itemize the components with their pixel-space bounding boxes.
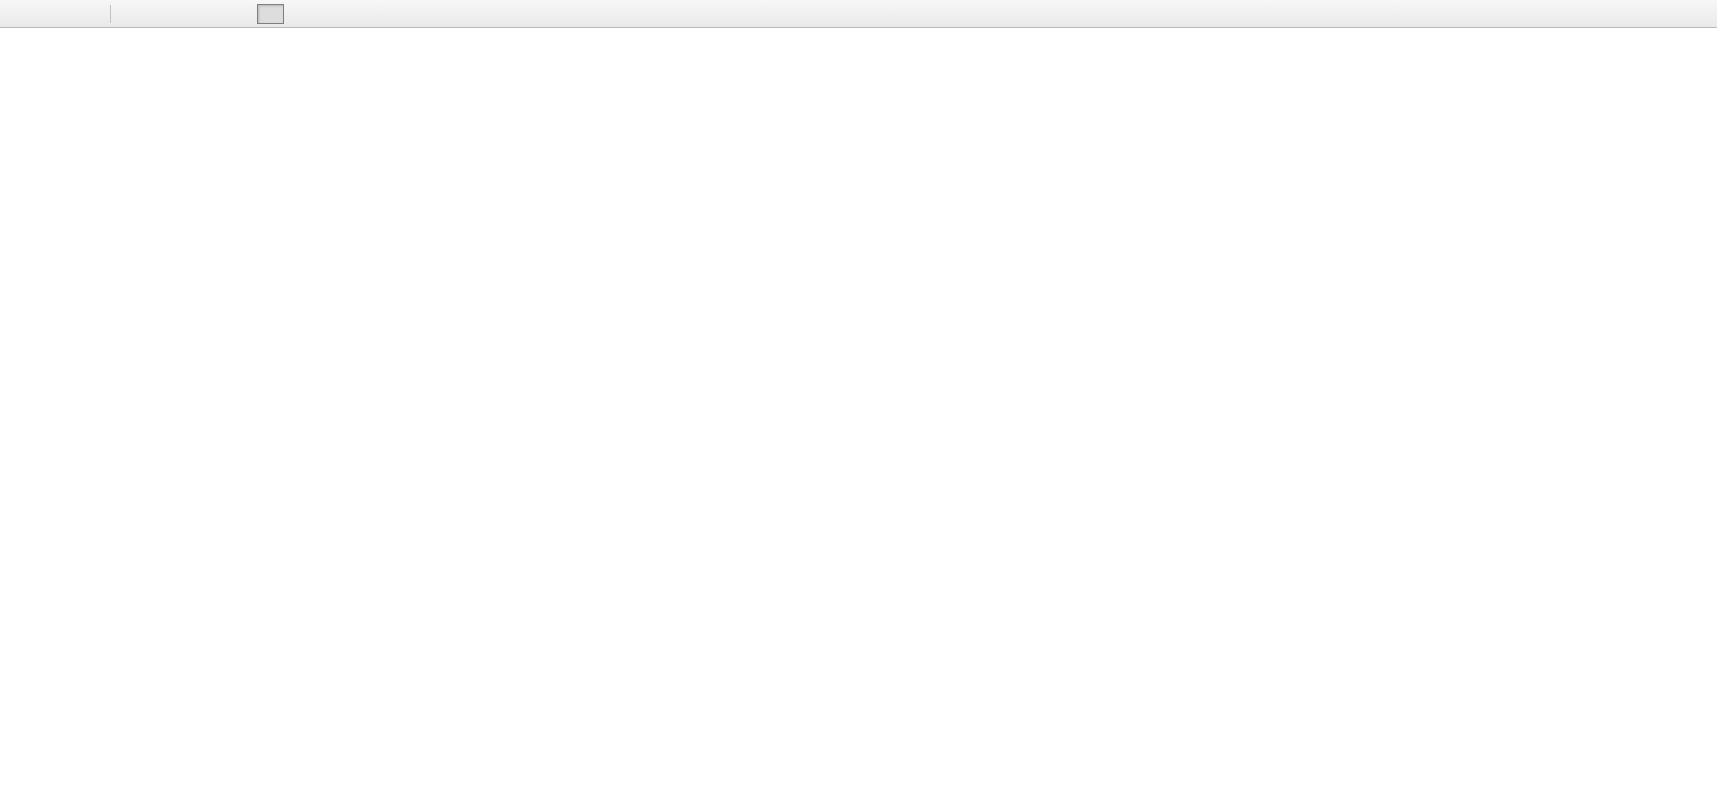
timeframe-d1[interactable] xyxy=(285,4,312,24)
toolbar xyxy=(0,0,1717,28)
timeframe-w1[interactable] xyxy=(313,4,340,24)
symbol-ohlc-line xyxy=(7,32,30,43)
macd-indicator-label xyxy=(7,493,22,504)
timeframe-h1[interactable] xyxy=(229,4,256,24)
timeframe-m15[interactable] xyxy=(173,4,200,24)
timeframe-h4[interactable] xyxy=(257,3,284,24)
toolbar-separator xyxy=(110,4,111,23)
rsi-indicator-label xyxy=(7,604,17,615)
arrow-tool[interactable] xyxy=(80,3,104,25)
timeframe-m5[interactable] xyxy=(145,4,172,24)
timeframe-m1[interactable] xyxy=(117,4,144,24)
chart-type-icon[interactable] xyxy=(5,3,29,25)
timeframe-m30[interactable] xyxy=(201,4,228,24)
cursor-tool[interactable] xyxy=(30,3,54,25)
text-tool[interactable] xyxy=(55,3,79,25)
timeframe-mn[interactable] xyxy=(341,4,368,24)
